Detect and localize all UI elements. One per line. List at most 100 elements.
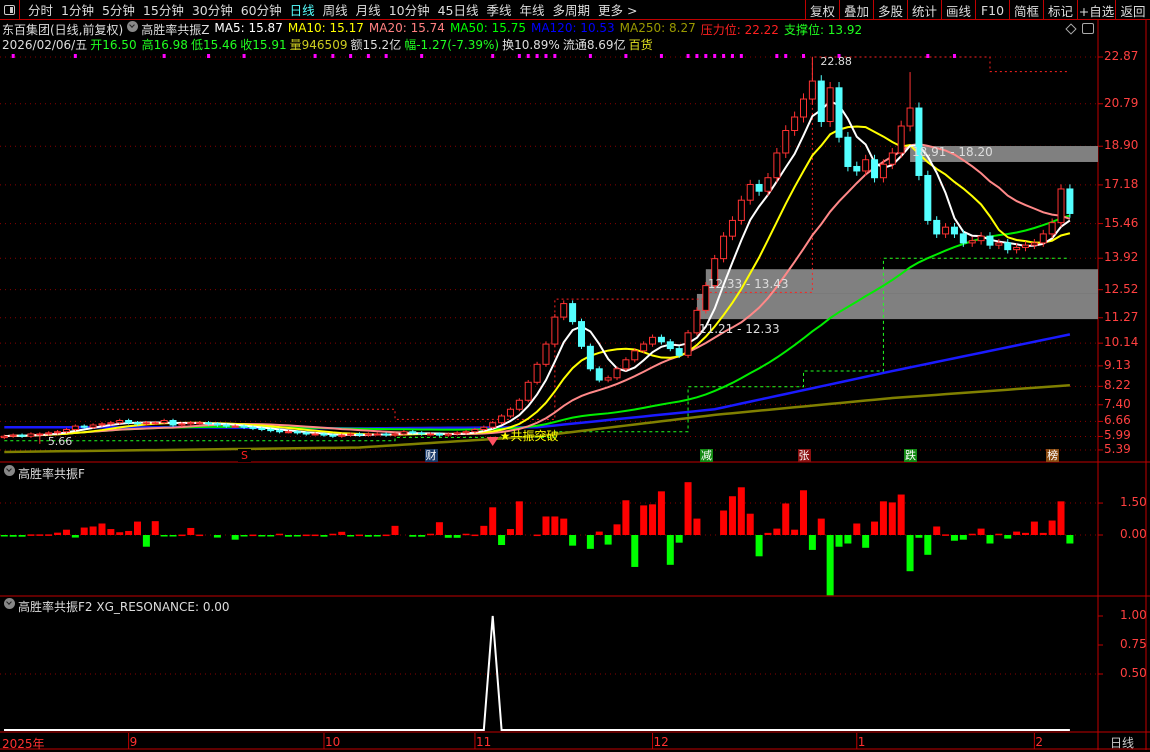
candle-body xyxy=(160,420,168,424)
f2-panel-title[interactable]: 高胜率共振F2 XG_RESONANCE: 0.00 xyxy=(18,600,230,614)
tab-13[interactable]: 多周期 xyxy=(552,3,591,18)
quote-date: 2026/02/06/五 xyxy=(2,38,88,52)
price-zone xyxy=(696,293,1098,320)
price-tick-label: 8.22 xyxy=(1104,378,1131,393)
tab-3[interactable]: 15分钟 xyxy=(142,3,184,18)
candle-body xyxy=(933,219,941,235)
tab-0[interactable]: 分时 xyxy=(28,3,54,18)
event-marker-1[interactable]: 财 xyxy=(424,449,438,462)
signal-mark xyxy=(775,54,779,58)
toolbar-button-4[interactable]: 画线 xyxy=(941,0,975,20)
price-tick-label: 15.46 xyxy=(1104,215,1139,230)
tab-11[interactable]: 季线 xyxy=(486,3,512,18)
candle-body xyxy=(986,235,994,246)
event-marker-4[interactable]: 跌 xyxy=(904,449,918,462)
toolbar-button-9[interactable]: 返回 xyxy=(1115,0,1150,20)
f-bar xyxy=(640,505,648,535)
quote-float: 流通8.69亿 xyxy=(562,38,626,52)
f-bar xyxy=(391,525,399,535)
tab-5[interactable]: 60分钟 xyxy=(240,3,282,18)
f-bar xyxy=(915,535,923,538)
candle-body xyxy=(613,368,621,379)
toolbar-button-7[interactable]: 标记 xyxy=(1043,0,1077,20)
f-bar xyxy=(515,501,523,535)
candle-body xyxy=(311,433,319,436)
panel-toggle-icon[interactable] xyxy=(1082,23,1094,34)
candle-body xyxy=(489,422,497,428)
f2-tick-label: 1.00 xyxy=(1120,608,1147,622)
f-bar xyxy=(338,531,346,535)
candle-body xyxy=(684,332,692,356)
f-bar xyxy=(959,535,967,540)
f-bar xyxy=(258,535,266,537)
support-line xyxy=(4,257,1070,442)
toolbar-button-8[interactable]: +自选 xyxy=(1077,0,1115,20)
quote-sector[interactable]: 百货 xyxy=(628,38,653,52)
signal-mark xyxy=(517,54,521,58)
ma50-line xyxy=(4,214,1071,438)
f-bar xyxy=(977,528,985,535)
signal-mark xyxy=(384,54,388,58)
tab-6[interactable]: 日线 xyxy=(289,3,315,18)
f-bar xyxy=(586,535,594,549)
f-bar xyxy=(169,535,177,537)
candle-body xyxy=(604,377,612,381)
f-bar xyxy=(196,534,204,537)
time-label: 9 xyxy=(129,735,138,749)
indicator-dropdown-icon[interactable] xyxy=(4,598,15,609)
event-marker-5[interactable]: 榜 xyxy=(1046,449,1060,462)
signal-mark xyxy=(686,54,690,58)
tab-8[interactable]: 月线 xyxy=(355,3,381,18)
f-bar xyxy=(826,535,834,596)
ma-value-5: MA250: 8.27 xyxy=(619,21,696,35)
quote-turnover: 换10.89% xyxy=(502,38,560,52)
toolbar-button-2[interactable]: 多股 xyxy=(873,0,907,20)
candle-body xyxy=(631,350,639,361)
candle-body xyxy=(1022,244,1029,248)
indicator-dropdown-icon[interactable] xyxy=(4,465,15,476)
indicator-name[interactable]: 高胜率共振Z xyxy=(141,23,210,37)
tab-14[interactable]: 更多 > xyxy=(598,3,638,18)
candle-body xyxy=(471,428,479,433)
toolbar-button-0[interactable]: 复权 xyxy=(805,0,839,20)
toolbar-button-1[interactable]: 叠加 xyxy=(839,0,873,20)
event-marker-0[interactable]: S xyxy=(238,449,252,462)
candle-body xyxy=(178,423,186,426)
signal-mark xyxy=(553,54,557,58)
tab-10[interactable]: 45日线 xyxy=(437,3,479,18)
signal-mark xyxy=(491,54,495,58)
f-bar xyxy=(498,535,506,546)
tab-7[interactable]: 周线 xyxy=(322,3,348,18)
candle-body xyxy=(666,341,674,350)
candle-body xyxy=(862,159,870,172)
candle-body xyxy=(959,233,967,244)
event-marker-3[interactable]: 张 xyxy=(797,449,811,462)
tab-9[interactable]: 10分钟 xyxy=(388,3,430,18)
panel-toggle-icon[interactable] xyxy=(0,0,20,20)
tab-1[interactable]: 1分钟 xyxy=(61,3,94,18)
toolbar-button-6[interactable]: 简框 xyxy=(1009,0,1043,20)
high-price-label: 22.88 xyxy=(820,54,852,68)
event-marker-2[interactable]: 减 xyxy=(699,449,713,462)
quote-low: 低15.46 xyxy=(190,38,238,52)
price-tick-label: 9.13 xyxy=(1104,357,1131,372)
toolbar-button-3[interactable]: 统计 xyxy=(907,0,941,20)
f-bar xyxy=(551,516,559,535)
candle-body xyxy=(125,420,133,424)
f-bar xyxy=(134,521,141,535)
candle-body xyxy=(551,316,559,345)
candle-body xyxy=(586,345,594,370)
tab-12[interactable]: 年线 xyxy=(519,3,545,18)
signal-mark xyxy=(420,54,424,58)
f-bar xyxy=(62,529,70,535)
toolbar-button-5[interactable]: F10 xyxy=(975,0,1009,20)
tab-2[interactable]: 5分钟 xyxy=(101,3,135,18)
candle-body xyxy=(62,428,70,433)
tab-4[interactable]: 30分钟 xyxy=(191,3,233,18)
f-panel-title[interactable]: 高胜率共振F xyxy=(18,467,85,481)
candle-body xyxy=(0,435,8,439)
f-bar xyxy=(489,507,497,535)
candle-body xyxy=(444,433,452,436)
indicator-dropdown-icon[interactable] xyxy=(127,21,139,32)
